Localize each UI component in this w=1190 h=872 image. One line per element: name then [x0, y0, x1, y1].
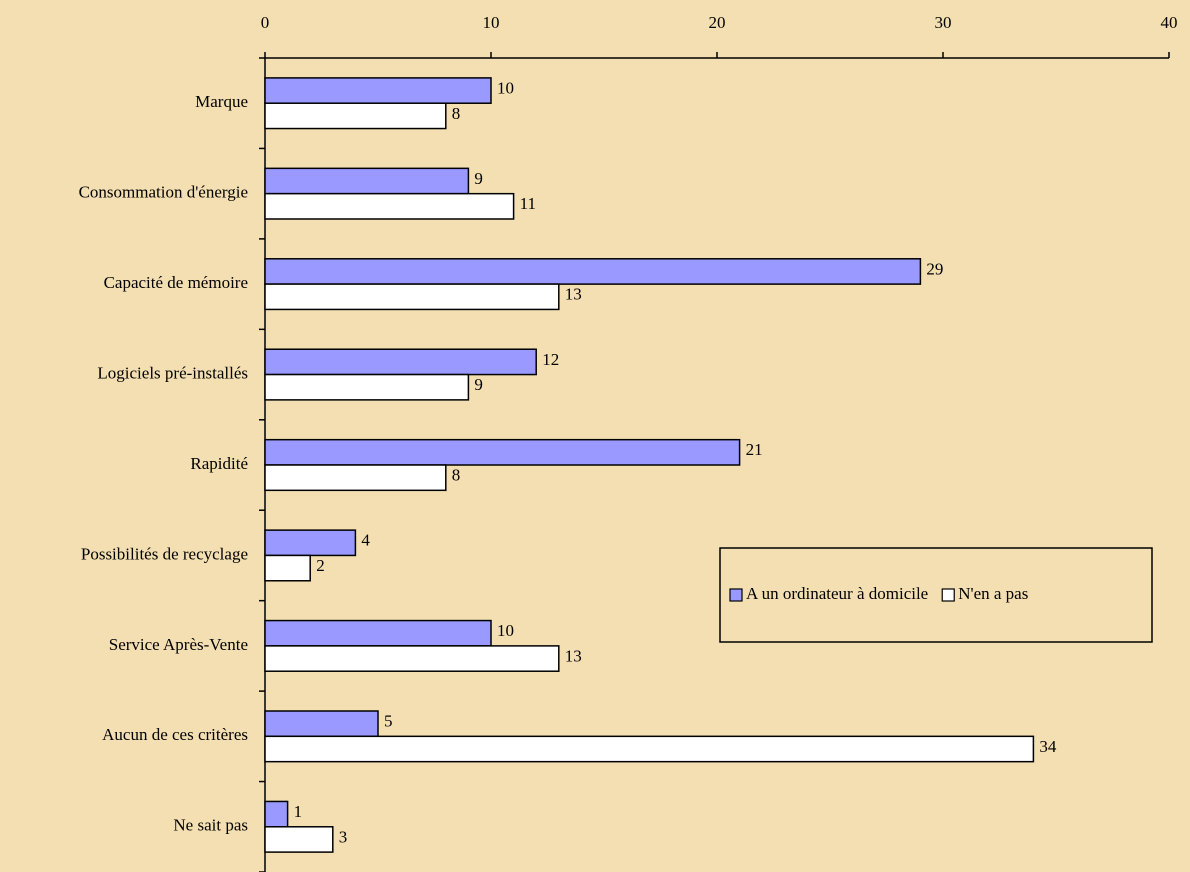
y-tick-label: Consommation d'énergie — [79, 183, 248, 202]
y-tick-label: Logiciels pré-installés — [97, 363, 248, 382]
value-label: 10 — [497, 621, 514, 640]
y-tick-label: Aucun de ces critères — [102, 725, 248, 744]
value-label: 9 — [474, 375, 483, 394]
bar — [264, 554, 311, 582]
y-tick-label: Marque — [195, 92, 248, 111]
x-tick-label: 30 — [935, 13, 952, 32]
x-tick-label: 40 — [1161, 13, 1178, 32]
value-label: 13 — [565, 285, 582, 304]
bar — [264, 438, 741, 466]
bar — [264, 800, 289, 828]
value-label: 12 — [542, 350, 559, 369]
legend-box — [719, 547, 1153, 643]
bar — [264, 710, 379, 738]
x-tick-label: 10 — [483, 13, 500, 32]
legend-swatch — [729, 588, 743, 602]
bar — [264, 735, 1035, 763]
value-label: 13 — [565, 646, 582, 665]
bar — [264, 826, 334, 853]
value-label: 1 — [294, 802, 303, 821]
value-label: 8 — [452, 466, 461, 485]
value-label: 4 — [361, 531, 370, 550]
legend-label: N'en a pas — [958, 584, 1028, 603]
bar — [264, 348, 537, 376]
y-tick-label: Possibilités de recyclage — [81, 544, 248, 563]
y-tick-label: Rapidité — [190, 454, 248, 473]
bar — [264, 192, 515, 220]
legend-swatch — [941, 588, 955, 602]
value-label: 21 — [746, 440, 763, 459]
value-label: 3 — [339, 827, 348, 846]
bar — [264, 77, 492, 104]
value-label: 5 — [384, 712, 393, 731]
y-tick-label: Capacité de mémoire — [104, 273, 248, 292]
bar — [264, 258, 922, 285]
x-tick-label: 0 — [261, 13, 270, 32]
y-tick-label: Service Après-Vente — [109, 635, 248, 654]
y-tick-label: Ne sait pas — [173, 816, 248, 835]
value-label: 11 — [520, 194, 536, 213]
bar — [264, 619, 492, 647]
value-label: 34 — [1039, 737, 1057, 756]
x-tick-label: 20 — [709, 13, 726, 32]
value-label: 29 — [926, 259, 943, 278]
value-label: 2 — [316, 556, 325, 575]
bar — [264, 529, 357, 557]
bar — [264, 464, 447, 492]
bar — [264, 373, 470, 401]
legend-label: A un ordinateur à domicile — [746, 584, 928, 603]
bar — [264, 645, 560, 672]
value-label: 9 — [474, 169, 483, 188]
value-label: 10 — [497, 78, 514, 97]
value-label: 8 — [452, 104, 461, 123]
bar — [264, 167, 470, 195]
bar — [264, 102, 447, 130]
bar — [264, 283, 560, 311]
